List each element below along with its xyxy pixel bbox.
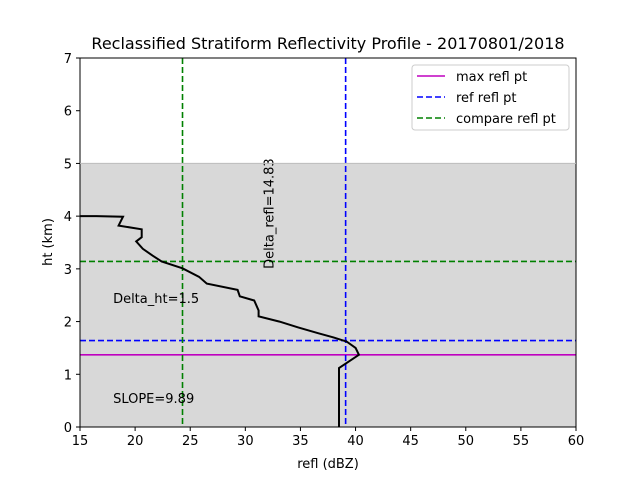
legend-label-ref-refl-pt: ref refl pt bbox=[456, 91, 517, 106]
y-axis-ticks: 0 1 2 3 4 5 6 7 bbox=[64, 52, 80, 436]
x-tick-label: 35 bbox=[292, 434, 309, 449]
profile-line bbox=[80, 215, 361, 427]
y-tick-label: 7 bbox=[64, 52, 72, 67]
chart-title: Reclassified Stratiform Reflectivity Pro… bbox=[91, 34, 564, 53]
y-tick-label: 3 bbox=[64, 263, 72, 278]
plot-frame bbox=[79, 57, 577, 428]
x-tick-label: 60 bbox=[568, 434, 585, 449]
x-tick-label: 30 bbox=[237, 434, 254, 449]
y-tick-label: 2 bbox=[64, 316, 72, 331]
x-axis-ticks: 15 20 25 30 35 40 45 50 55 60 bbox=[72, 427, 585, 449]
annotation-0: Delta_refl=14.83 bbox=[262, 158, 277, 269]
annotation-1: Delta_ht=1.5 bbox=[113, 292, 199, 307]
y-tick-label: 4 bbox=[64, 210, 72, 225]
x-tick-label: 15 bbox=[72, 434, 89, 449]
legend: max refl pt ref refl pt compare refl pt bbox=[411, 64, 570, 131]
y-tick-label: 0 bbox=[64, 421, 72, 436]
x-tick-label: 45 bbox=[402, 434, 419, 449]
legend-label-compare-refl-pt: compare refl pt bbox=[456, 112, 556, 127]
x-tick-label: 40 bbox=[347, 434, 364, 449]
annotation-2: SLOPE=9.89 bbox=[113, 392, 194, 407]
y-tick-label: 5 bbox=[64, 157, 72, 172]
legend-frame bbox=[411, 64, 570, 131]
y-tick-label: 1 bbox=[64, 368, 72, 383]
x-tick-label: 50 bbox=[458, 434, 475, 449]
annotations: Delta_refl=14.83 Delta_ht=1.5 SLOPE=9.89 bbox=[113, 158, 277, 407]
x-tick-label: 25 bbox=[182, 434, 199, 449]
x-tick-label: 20 bbox=[127, 434, 144, 449]
y-axis-label: ht (km) bbox=[41, 218, 56, 266]
x-axis-label: refl (dBZ) bbox=[297, 457, 359, 472]
x-tick-label: 55 bbox=[513, 434, 530, 449]
legend-label-max-refl-pt: max refl pt bbox=[456, 70, 527, 85]
y-tick-label: 6 bbox=[64, 105, 72, 120]
shaded-region bbox=[80, 163, 576, 427]
